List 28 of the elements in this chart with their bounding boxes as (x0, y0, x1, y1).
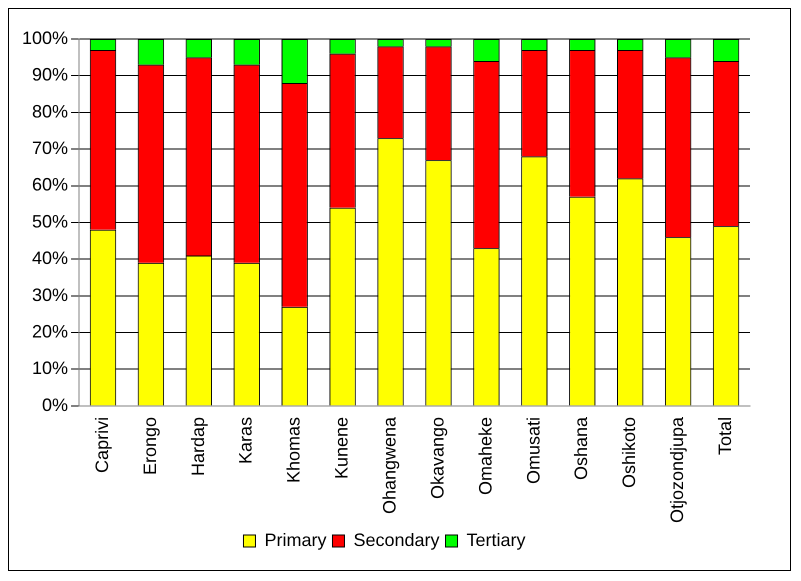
y-tick-label: 40% (32, 248, 68, 268)
y-tick-label: 80% (32, 101, 68, 122)
y-tick-label: 90% (32, 64, 68, 85)
x-tick-label: Oshikoto (619, 416, 640, 488)
y-tick-label: 10% (32, 358, 68, 378)
y-tick-label: 70% (32, 138, 68, 158)
legend-label: Secondary (353, 530, 440, 550)
x-tick-label: Omusati (523, 416, 544, 484)
legend-label: Tertiary (466, 530, 526, 550)
y-tick-label: 20% (32, 322, 68, 342)
x-tick-label: Erongo (140, 416, 160, 475)
y-tick-label: 100% (22, 28, 68, 48)
x-tick-label: Total (715, 416, 736, 455)
x-tick-label: Oshana (571, 416, 592, 480)
x-tick-label: Omaheke (475, 416, 496, 495)
legend-label: Primary (264, 530, 326, 550)
y-tick-label: 0% (42, 394, 68, 415)
x-tick-label: Karas (236, 416, 256, 464)
x-tick-label: Hardap (188, 416, 208, 476)
x-tick-label: Kunene (332, 416, 352, 479)
y-tick-label: 50% (32, 211, 68, 232)
x-tick-label: Okavango (427, 416, 448, 499)
x-tick-label: Ohangwena (380, 416, 400, 514)
x-tick-label: Khomas (284, 416, 304, 483)
y-tick-label: 30% (32, 284, 68, 305)
y-tick-label: 60% (32, 174, 68, 195)
x-tick-label: Otjozondjupa (667, 416, 688, 524)
x-tick-label: Caprivi (92, 416, 112, 473)
